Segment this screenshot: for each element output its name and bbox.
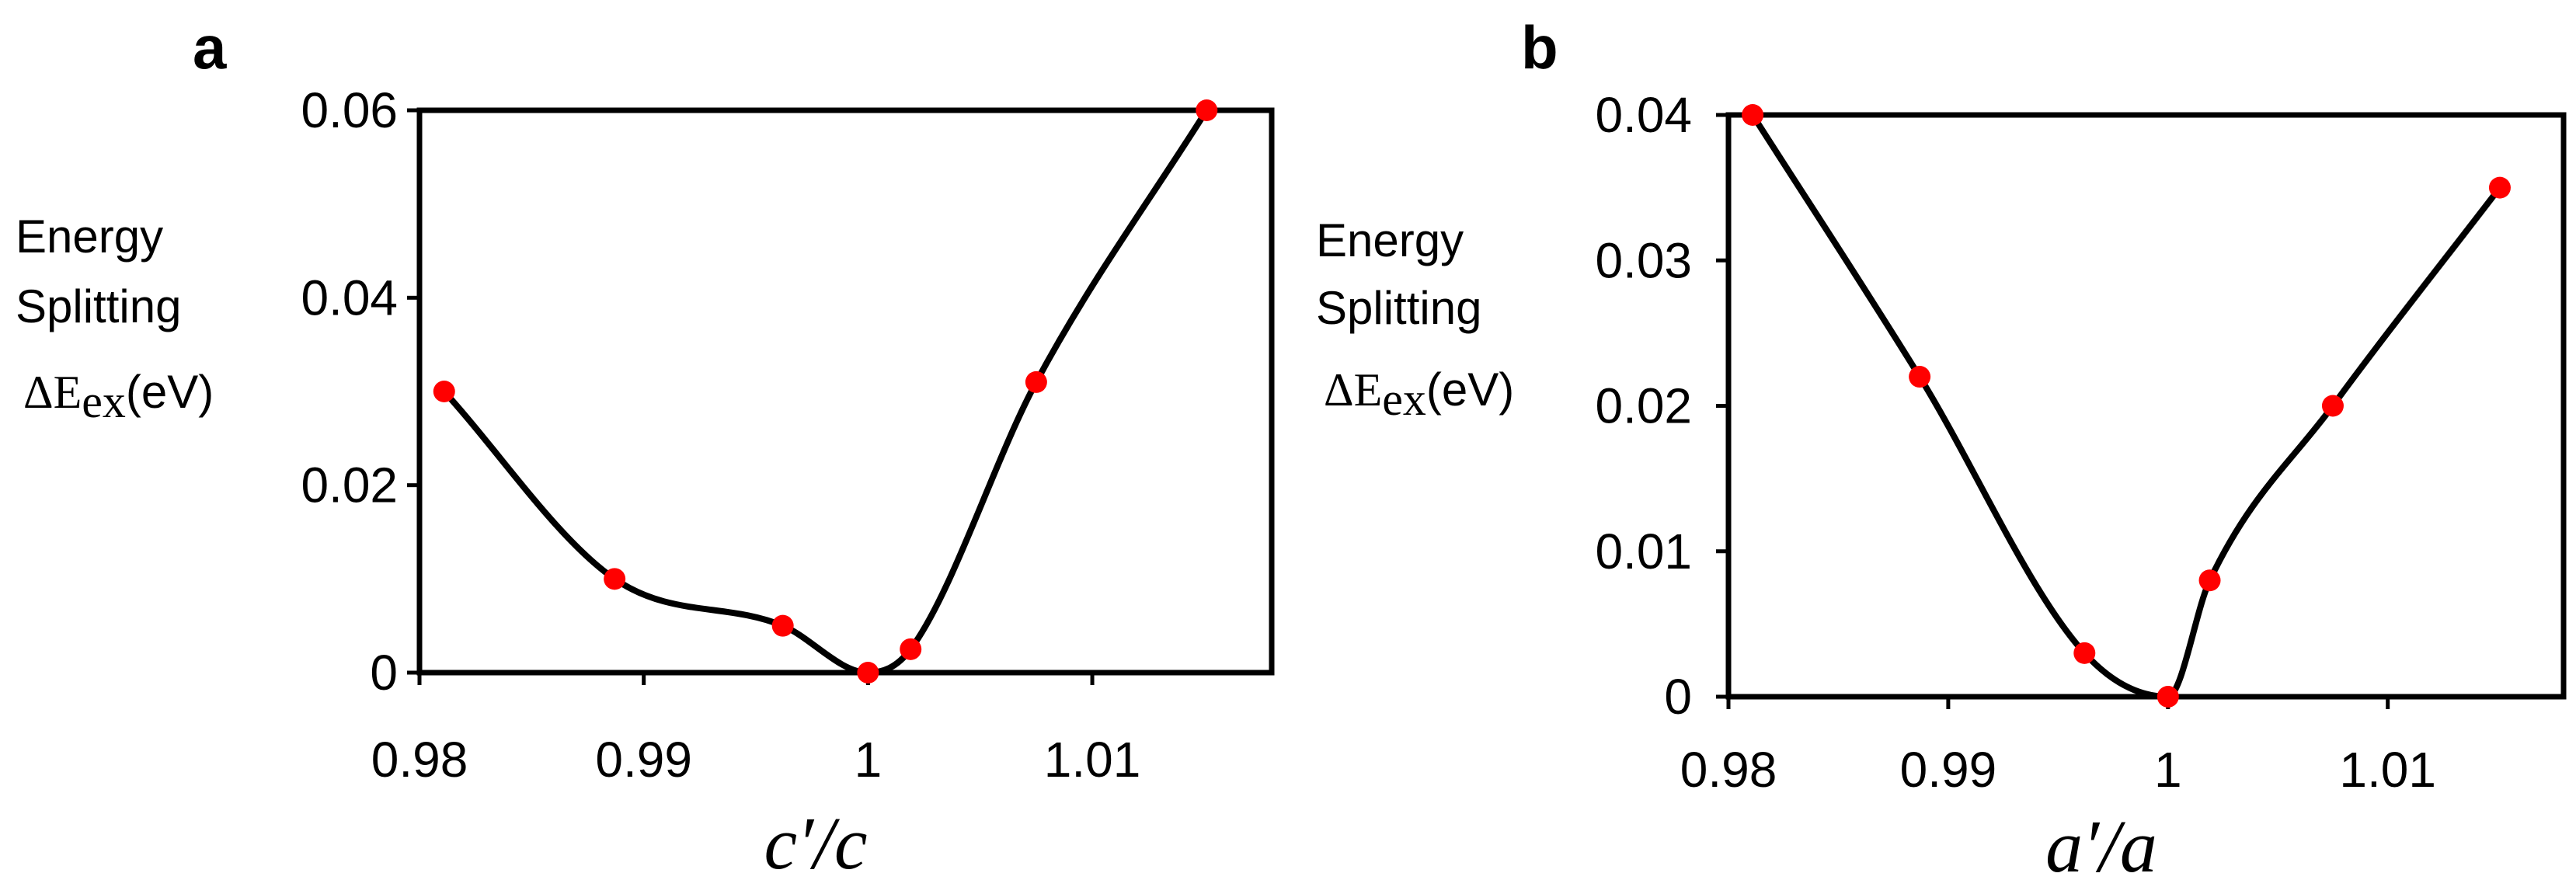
panel-b-data-point [1909,366,1931,388]
panel-b-y-axis-title-line: Splitting [1316,282,1481,334]
panel-a-x-axis-title: c′/c [764,802,868,885]
panel-a-data-point [1196,99,1218,121]
panel-a-data-point [433,381,455,402]
panel-a-data-point [857,662,879,684]
panel-b-data-point [2488,176,2511,199]
panel-a-y-axis-title: Energy Splitting ΔEex(eV) [16,210,214,427]
panel-a-y-axis-title-line: Energy [16,210,163,263]
panel-b-xtick-label: 0.98 [1680,742,1777,798]
panel-a-plot-frame [416,107,1275,676]
panel-b-series-line [1749,112,2503,700]
panel-b-xtick-label: 0.99 [1900,742,1997,798]
panel-b-data-point [2073,642,2096,664]
panel-a-xtick-label: 0.98 [371,732,468,788]
panel-b-ytick-label: 0.04 [1595,87,1692,143]
panel-a-label: a [193,13,227,82]
panel-a-data-point [900,638,922,660]
panel-a-ytick-label: 0.06 [301,82,398,138]
panel-b-data-point [1742,104,1764,126]
panel-a-y-axis-title-line: ΔEex(eV) [23,366,214,427]
panel-a-xtick-label: 1 [855,732,882,788]
panel-b-label: b [1521,13,1558,82]
panel-b-data-point [2157,686,2179,708]
panel-a-xtick-label: 0.99 [595,732,692,788]
panel-b: b 0 0.01 0.02 0.03 0.04 0.98 0.99 1 1.01 a′/a Energ… [1316,13,2567,888]
panel-a-data-point [1025,370,1047,393]
panel-a-ytick-label: 0.02 [301,457,398,513]
panel-b-xtick-label: 1.01 [2339,742,2436,798]
panel-a-y-axis-title-line: Splitting [16,280,181,332]
panel-b-plot-frame [1725,112,2567,700]
panel-b-y-axis-title-line: Energy [1316,214,1464,266]
panel-b-x-axis-title: a′/a [2045,805,2157,888]
panel-b-ytick-label: 0.01 [1595,524,1692,579]
panel-a-ytick-label: 0.04 [301,270,398,325]
panel-a-data-point [771,614,794,637]
panel-b-data-point [2321,395,2344,417]
panel-b-y-axis-title: Energy Splitting ΔEex(eV) [1316,214,1514,425]
panel-b-y-axis-title-line: ΔEex(eV) [1324,364,1514,425]
panel-b-ytick-label: 0.03 [1595,232,1692,288]
panel-b-data-point [2198,569,2221,592]
panel-a-xtick-label: 1.01 [1044,732,1141,788]
panel-a-ytick-label: 0 [370,645,398,701]
panel-a-series-line [440,107,1210,676]
panel-a: a 0 0.02 0.04 0.06 0.98 0.99 1 1.01 c′/c Energy Spl… [16,13,1275,885]
panel-b-ytick-label: 0 [1664,669,1692,725]
panel-b-xtick-label: 1 [2154,742,2182,798]
panel-b-ytick-label: 0.02 [1595,378,1692,434]
panel-a-data-point [604,568,626,590]
